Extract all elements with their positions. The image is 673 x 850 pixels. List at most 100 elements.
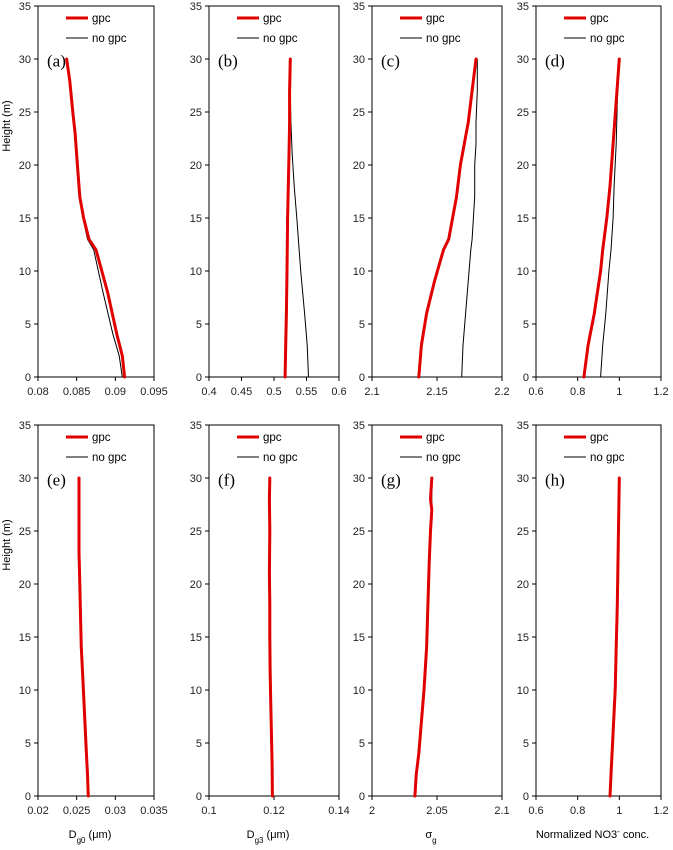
y-tick-label: 5 bbox=[523, 738, 529, 750]
legend-label-no-gpc: no gpc bbox=[590, 452, 625, 464]
y-tick-label: 10 bbox=[517, 685, 529, 697]
y-axis-title: Height (m) bbox=[1, 100, 13, 151]
y-tick-label: 20 bbox=[353, 579, 365, 591]
panel-label: (c) bbox=[381, 51, 400, 70]
y-tick-label: 30 bbox=[19, 473, 31, 485]
y-tick-label: 15 bbox=[19, 632, 31, 644]
y-tick-label: 20 bbox=[517, 579, 529, 591]
legend-label-no-gpc: no gpc bbox=[426, 452, 461, 464]
legend-label-gpc: gpc bbox=[426, 432, 445, 444]
y-tick-label: 0 bbox=[523, 791, 529, 803]
x-tick-label: 0.14 bbox=[328, 805, 349, 817]
y-tick-label: 20 bbox=[190, 579, 202, 591]
y-tick-label: 10 bbox=[190, 266, 202, 278]
y-tick-label: 20 bbox=[517, 160, 529, 172]
series-line-no-gpc bbox=[66, 58, 123, 378]
series-line-gpc bbox=[267, 476, 274, 798]
y-tick-label: 15 bbox=[19, 213, 31, 225]
plot-frame bbox=[37, 5, 155, 378]
x-tick-label: 0.55 bbox=[296, 386, 317, 398]
y-tick-label: 5 bbox=[25, 319, 31, 331]
panel-label: (d) bbox=[545, 51, 565, 70]
panel-label: (b) bbox=[218, 51, 238, 70]
plot-frame bbox=[535, 424, 662, 797]
panel-label: (a) bbox=[47, 51, 66, 70]
y-tick-label: 15 bbox=[517, 632, 529, 644]
legend-label-no-gpc: no gpc bbox=[92, 452, 127, 464]
y-tick-label: 0 bbox=[523, 372, 529, 384]
series-line-gpc bbox=[413, 476, 434, 798]
y-tick-label: 5 bbox=[196, 738, 202, 750]
x-tick-label: 1 bbox=[616, 386, 622, 398]
y-tick-label: 5 bbox=[25, 738, 31, 750]
y-tick-label: 25 bbox=[190, 107, 202, 119]
y-tick-label: 25 bbox=[19, 526, 31, 538]
x-tick-label: 0.6 bbox=[528, 386, 543, 398]
panel-label: (f) bbox=[218, 470, 235, 489]
x-tick-label: 0.095 bbox=[140, 386, 168, 398]
y-tick-label: 15 bbox=[190, 632, 202, 644]
y-tick-label: 0 bbox=[359, 791, 365, 803]
y-tick-label: 35 bbox=[353, 420, 365, 432]
y-tick-label: 35 bbox=[190, 420, 202, 432]
x-tick-label: 1.2 bbox=[653, 386, 668, 398]
legend-label-no-gpc: no gpc bbox=[590, 33, 625, 45]
y-tick-label: 10 bbox=[19, 266, 31, 278]
y-tick-label: 30 bbox=[190, 473, 202, 485]
legend-label-no-gpc: no gpc bbox=[426, 33, 461, 45]
panel-label: (g) bbox=[381, 470, 401, 489]
x-tick-label: 2.05 bbox=[426, 805, 447, 817]
plot-frame bbox=[535, 5, 662, 378]
legend-label-no-gpc: no gpc bbox=[263, 452, 298, 464]
x-tick-label: 0.6 bbox=[528, 805, 543, 817]
x-tick-label: 0.03 bbox=[105, 805, 126, 817]
x-axis-title: Dg0 (μm) bbox=[69, 829, 112, 845]
x-tick-label: 2 bbox=[369, 805, 375, 817]
y-tick-label: 10 bbox=[353, 685, 365, 697]
legend-label-gpc: gpc bbox=[92, 432, 111, 444]
x-tick-label: 2.15 bbox=[426, 386, 447, 398]
series-line-gpc bbox=[283, 57, 292, 379]
y-tick-label: 20 bbox=[19, 579, 31, 591]
y-tick-label: 15 bbox=[517, 213, 529, 225]
x-axis-title: σg bbox=[425, 829, 436, 845]
x-tick-label: 2.1 bbox=[494, 805, 509, 817]
x-tick-label: 0.5 bbox=[266, 386, 281, 398]
y-tick-label: 25 bbox=[517, 107, 529, 119]
legend-label-gpc: gpc bbox=[590, 13, 609, 25]
x-tick-label: 0.02 bbox=[27, 805, 48, 817]
y-tick-label: 5 bbox=[359, 319, 365, 331]
x-tick-label: 0.8 bbox=[570, 386, 585, 398]
y-tick-label: 0 bbox=[25, 372, 31, 384]
y-tick-label: 0 bbox=[196, 791, 202, 803]
legend-label-gpc: gpc bbox=[263, 432, 282, 444]
x-tick-label: 0.08 bbox=[27, 386, 48, 398]
panel-h: 0 5 10 15 20 25 30 35 0.6 0.8 1 1.2 Normalized NO3- … bbox=[517, 420, 669, 841]
y-tick-label: 0 bbox=[196, 372, 202, 384]
y-axis-title: Height (m) bbox=[1, 519, 13, 570]
x-tick-label: 0.4 bbox=[201, 386, 216, 398]
series-line-no-gpc bbox=[600, 58, 620, 378]
panel-label: (e) bbox=[47, 470, 66, 489]
y-tick-label: 30 bbox=[517, 54, 529, 66]
y-tick-label: 30 bbox=[19, 54, 31, 66]
y-tick-label: 15 bbox=[353, 213, 365, 225]
y-tick-label: 35 bbox=[190, 1, 202, 13]
y-tick-label: 20 bbox=[353, 160, 365, 172]
y-tick-label: 35 bbox=[353, 1, 365, 13]
legend-label-gpc: gpc bbox=[263, 13, 282, 25]
x-tick-label: 0.12 bbox=[263, 805, 284, 817]
x-tick-label: 0.035 bbox=[140, 805, 168, 817]
y-tick-label: 25 bbox=[19, 107, 31, 119]
series-line-no-gpc bbox=[414, 477, 433, 797]
y-tick-label: 30 bbox=[353, 54, 365, 66]
y-tick-label: 10 bbox=[19, 685, 31, 697]
y-tick-label: 30 bbox=[353, 473, 365, 485]
y-tick-label: 10 bbox=[190, 685, 202, 697]
y-tick-label: 20 bbox=[190, 160, 202, 172]
series-line-gpc bbox=[65, 57, 127, 379]
y-tick-label: 25 bbox=[190, 526, 202, 538]
x-tick-label: 2.1 bbox=[364, 386, 379, 398]
series-line-gpc bbox=[77, 476, 90, 798]
x-axis-title: Normalized NO3- conc. bbox=[536, 827, 649, 842]
